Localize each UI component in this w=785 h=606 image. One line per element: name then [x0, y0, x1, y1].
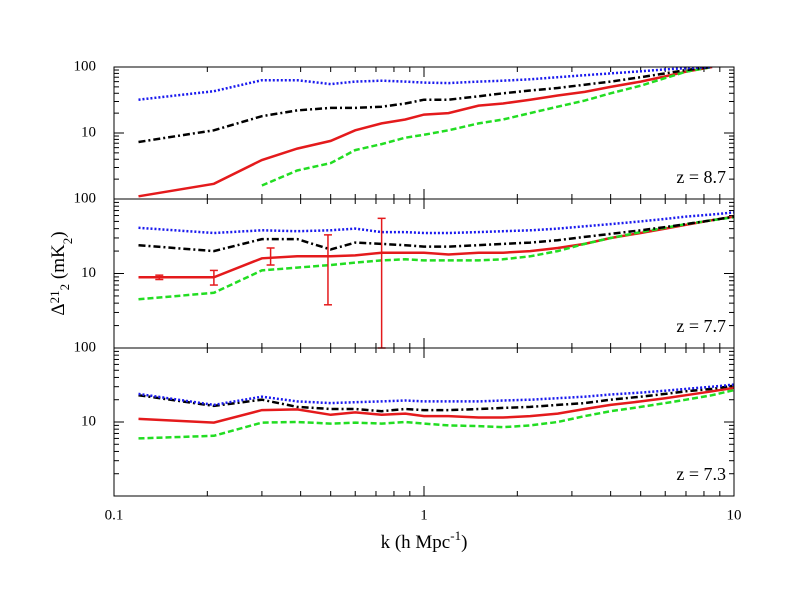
series-line: [138, 215, 734, 301]
plot-frame: [113, 66, 735, 200]
x-tick-label: 0.1: [105, 507, 124, 523]
y-axis-label-part: (mK: [48, 244, 69, 284]
series-line: [261, 67, 713, 187]
series-line: [138, 211, 734, 235]
y-axis-label-part: 2: [57, 284, 72, 291]
y-axis-label: Δ212 (mK2): [47, 231, 75, 315]
y-tick-label: 100: [74, 339, 97, 355]
y-axis-label-part: 21: [47, 290, 62, 303]
series-line: [138, 215, 734, 253]
x-axis-label-part: -1: [450, 528, 461, 543]
annotation: z = 7.3: [676, 464, 726, 484]
x-axis-label: k (h Mpc-1): [381, 528, 468, 553]
y-tick-label: 100: [74, 58, 97, 74]
series-line: [138, 388, 734, 440]
plot-frame: [113, 198, 735, 349]
y-axis-label-part: 2: [60, 238, 75, 245]
y-axis-label-part: ): [48, 231, 69, 237]
series-line: [138, 67, 713, 144]
error-bar: [266, 247, 275, 266]
annotation: z = 8.7: [676, 167, 726, 187]
y-axis-label-part: Δ: [48, 303, 69, 315]
annotation: z = 7.7: [676, 316, 726, 336]
error-bar: [377, 217, 386, 349]
y-tick-label: 100: [74, 190, 97, 206]
y-tick-label: 10: [81, 413, 96, 429]
error-bar: [209, 269, 218, 286]
x-axis-label-part: ): [461, 532, 467, 553]
y-tick-label: 10: [81, 124, 96, 140]
x-axis-label-part: k (h Mpc: [381, 532, 451, 553]
series-line: [138, 384, 734, 413]
x-tick-label: 1: [420, 507, 428, 523]
error-bar: [155, 274, 164, 281]
plot-frame: [113, 347, 735, 497]
error-bar: [323, 234, 332, 306]
series-line: [138, 383, 734, 407]
series-line: [138, 67, 713, 198]
x-tick-label: 10: [727, 507, 742, 523]
series-line: [138, 386, 734, 424]
y-tick-label: 10: [81, 265, 96, 281]
